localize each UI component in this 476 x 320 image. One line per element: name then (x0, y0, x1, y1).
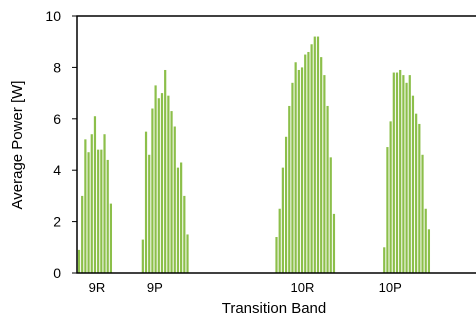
bar-9p-3 (151, 108, 154, 274)
y-tick-label: 0 (53, 265, 61, 281)
bar-9p-13 (183, 195, 186, 273)
bar-9r-10 (109, 203, 113, 273)
bar-9p-9 (170, 111, 173, 273)
x-category-label: 9P (147, 280, 163, 295)
bar-9p-2 (148, 154, 151, 273)
bar-9r-9 (106, 159, 109, 273)
x-category-label: 10P (379, 280, 402, 295)
bar-10r-4 (288, 105, 291, 273)
bar-10p-14 (427, 229, 431, 273)
x-axis-labels: 9R 9P 10R 10P (89, 280, 402, 295)
bar-9r-2 (84, 139, 87, 273)
bar-10r-13 (316, 36, 320, 274)
bar-9p-8 (167, 95, 170, 273)
bar-9p-0 (141, 239, 144, 273)
bar-10p-12 (421, 154, 424, 273)
y-axis: 0 2 4 6 8 10 (45, 8, 77, 281)
bar-9p-6 (160, 93, 164, 273)
bar-9p-10 (173, 126, 176, 273)
bar-9r-3 (87, 152, 90, 273)
bar-10r-18 (332, 213, 336, 273)
y-tick-label: 4 (53, 162, 61, 178)
bar-9r-0 (77, 249, 81, 273)
y-axis-title: Average Power [W] (9, 81, 26, 210)
bar-10r-0 (275, 237, 278, 273)
bar-9r-7 (100, 149, 103, 273)
y-tick-label: 6 (53, 111, 61, 127)
bar-10r-5 (291, 82, 294, 273)
bar-10p-8 (408, 75, 411, 273)
bar-10p-0 (383, 247, 386, 273)
bar-9r-5 (93, 116, 97, 273)
bar-10r-3 (284, 136, 288, 273)
y-tick-label: 8 (53, 59, 61, 75)
x-category-label: 9R (89, 280, 106, 295)
bar-9p-11 (176, 167, 180, 273)
bar-10r-14 (320, 57, 323, 274)
bar-10p-3 (392, 72, 395, 273)
bar-10p-11 (418, 123, 421, 273)
bar-10p-10 (415, 113, 418, 273)
bar-10p-7 (405, 82, 408, 273)
bar-9p-7 (164, 69, 167, 273)
bar-9p-12 (180, 162, 183, 273)
bar-10r-16 (326, 105, 329, 273)
bar-10r-2 (281, 167, 284, 273)
bar-10p-2 (389, 121, 392, 274)
x-category-label: 10R (291, 280, 315, 295)
bar-10r-8 (300, 67, 304, 274)
bar-9p-14 (186, 234, 189, 273)
bar-10r-11 (310, 44, 313, 273)
y-tick-label: 2 (53, 214, 61, 230)
bar-9r-1 (81, 195, 84, 273)
bar-9p-4 (154, 85, 157, 273)
y-tick-label: 10 (45, 8, 61, 24)
bar-10p-1 (386, 147, 389, 273)
bar-10r-15 (323, 75, 326, 273)
bar-10r-9 (304, 54, 307, 273)
bar-9r-8 (103, 134, 106, 273)
bar-10r-17 (329, 157, 332, 273)
bar-10p-4 (395, 72, 399, 273)
bar-10p-5 (399, 69, 402, 273)
bar-9r-4 (90, 134, 93, 273)
bar-10r-12 (313, 36, 316, 274)
bar-10r-1 (278, 208, 281, 273)
x-axis-title: Transition Band (222, 300, 327, 317)
bar-9p-1 (144, 131, 148, 273)
bar-9p-5 (157, 98, 160, 274)
bar-9r-6 (97, 149, 100, 273)
bar-10p-13 (424, 208, 427, 273)
bars (77, 36, 431, 274)
bar-10r-7 (297, 69, 300, 273)
bar-10r-10 (307, 51, 310, 274)
plot-frame (76, 15, 476, 274)
bar-10p-9 (411, 95, 415, 273)
bar-10r-6 (294, 62, 297, 274)
bar-10p-6 (402, 75, 405, 273)
